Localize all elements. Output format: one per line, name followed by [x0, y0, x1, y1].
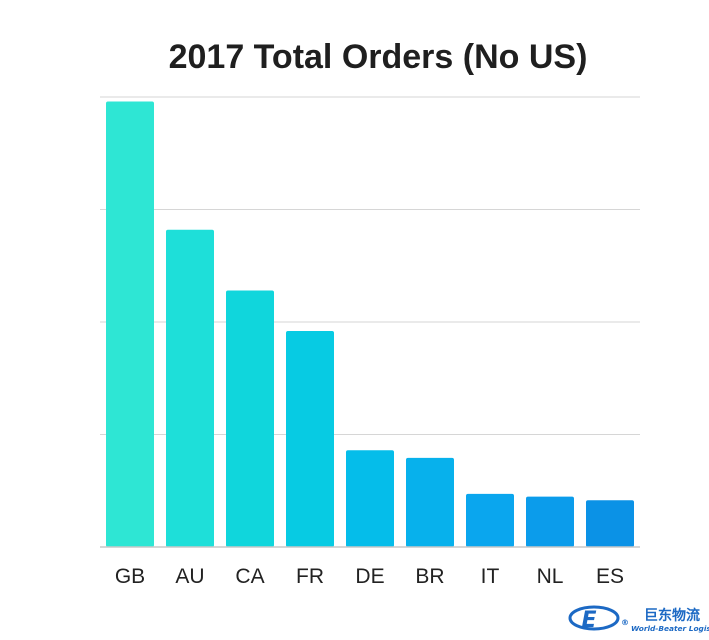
bars	[106, 101, 634, 548]
bar-ca	[226, 290, 274, 547]
x-tick-label-gb: GB	[115, 565, 145, 588]
x-tick-label-it: IT	[481, 565, 500, 588]
x-tick-label-au: AU	[175, 565, 204, 588]
bar-it	[466, 493, 514, 547]
logo-swoosh-icon	[568, 605, 620, 631]
logo-chinese-name: 巨东物流	[644, 607, 700, 624]
x-tick-label-nl: NL	[537, 565, 564, 588]
x-tick-labels: GB AU CA FR DE BR IT NL ES	[115, 565, 624, 588]
bar-es	[586, 500, 634, 547]
bar-au	[166, 229, 214, 548]
bar-fr	[286, 331, 334, 547]
x-tick-label-es: ES	[596, 565, 624, 588]
x-tick-label-ca: CA	[235, 565, 264, 588]
x-tick-label-fr: FR	[296, 565, 324, 588]
logo-mark: E	[581, 608, 596, 633]
bar-nl	[526, 496, 574, 547]
logo-english-name: World-Beater Logistics	[631, 624, 709, 633]
chart-title: 2017 Total Orders (No US)	[169, 38, 588, 76]
bar-de	[346, 450, 394, 548]
bar-gb	[106, 101, 154, 547]
x-tick-label-de: DE	[355, 565, 384, 588]
x-tick-label-br: BR	[415, 565, 444, 588]
company-logo: E ® 巨东物流 World-Beater Logistics	[568, 605, 709, 633]
bar-br	[406, 457, 454, 547]
logo-registered-mark: ®	[621, 618, 629, 627]
